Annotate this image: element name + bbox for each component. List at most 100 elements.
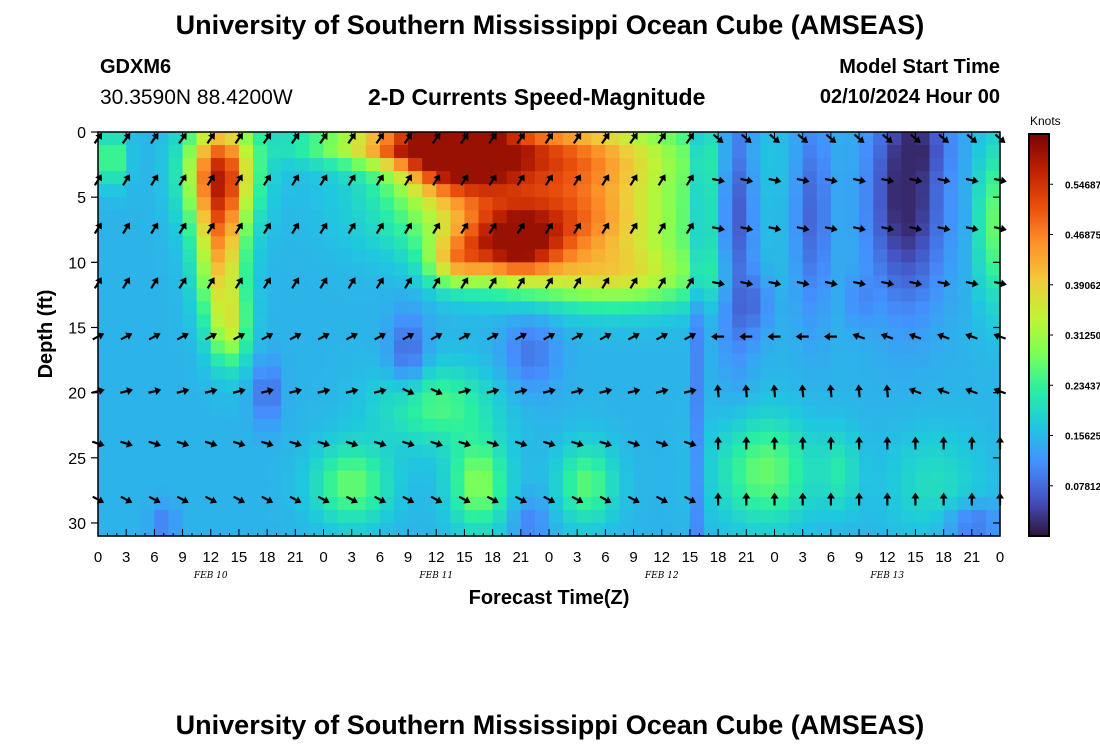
heatmap-cell <box>210 301 226 316</box>
heatmap-cell <box>816 132 832 146</box>
heatmap-cell <box>732 288 747 303</box>
arrow-head <box>207 222 215 230</box>
current-arrow <box>937 176 951 185</box>
current-arrow <box>120 440 133 448</box>
heatmap-cell <box>323 236 339 250</box>
heatmap-cell <box>647 496 663 511</box>
heatmap-cell <box>661 145 677 159</box>
heatmap-cell <box>563 314 578 329</box>
heatmap-cell <box>802 379 818 394</box>
heatmap-cell <box>873 145 888 159</box>
heatmap-cell <box>337 158 353 172</box>
heatmap-cell <box>549 444 564 459</box>
arrow-head <box>852 332 860 341</box>
x-tick-label: 3 <box>799 549 807 566</box>
heatmap-cell <box>450 457 466 472</box>
heatmap-cell <box>492 236 508 250</box>
heatmap-cell <box>929 223 945 237</box>
heatmap-cell <box>943 496 959 511</box>
heatmap-cell <box>267 184 282 198</box>
heatmap-cell <box>168 457 184 472</box>
heatmap-cell <box>168 327 184 342</box>
heatmap-cell <box>633 314 649 329</box>
heatmap-cell <box>647 197 663 211</box>
heatmap-cell <box>788 457 804 472</box>
heatmap-cell <box>408 353 423 368</box>
current-arrow <box>883 384 892 398</box>
heatmap-cell <box>929 158 945 172</box>
heatmap-cell <box>591 210 606 224</box>
heatmap-cell <box>323 158 339 172</box>
current-arrow <box>599 495 612 504</box>
heatmap-cell <box>196 301 212 316</box>
heatmap-cell <box>718 431 733 446</box>
heatmap-cell <box>859 236 874 250</box>
heatmap-cell <box>140 249 155 263</box>
heatmap-cell <box>379 392 395 407</box>
heatmap-cell <box>140 171 155 185</box>
current-arrow <box>176 495 189 504</box>
arrow-head <box>939 436 948 443</box>
heatmap-cell <box>859 418 874 433</box>
heatmap-cell <box>98 249 113 263</box>
y-tick-label: 10 <box>68 255 86 272</box>
heatmap-cell <box>492 509 508 524</box>
current-arrow <box>967 492 976 506</box>
heatmap-cell <box>774 353 790 368</box>
heatmap-cell <box>309 522 325 537</box>
current-arrow <box>798 436 807 450</box>
heatmap-cell <box>140 184 155 198</box>
current-arrow <box>486 440 500 448</box>
heatmap-cell <box>915 366 931 381</box>
current-arrow <box>234 277 243 289</box>
heatmap-cell <box>732 340 747 355</box>
arrow-head <box>688 332 697 340</box>
heatmap-cell <box>577 457 592 472</box>
arrow-head <box>859 176 866 185</box>
arrow-head <box>348 132 356 140</box>
heatmap-cell <box>112 314 127 329</box>
heatmap-cell <box>393 210 409 224</box>
heatmap-cell <box>492 262 508 276</box>
heatmap-cell <box>253 483 268 498</box>
current-arrow <box>826 384 835 398</box>
heatmap-cell <box>464 145 480 159</box>
heatmap-cell <box>591 327 606 342</box>
heatmap-cell <box>774 145 790 159</box>
heatmap-cell <box>985 262 1001 276</box>
heatmap-cell <box>732 275 747 289</box>
heatmap-cell <box>534 197 550 211</box>
heatmap-cell <box>422 314 437 329</box>
heatmap-cell <box>957 496 973 511</box>
heatmap-cell <box>788 210 804 224</box>
arrow-head <box>831 176 838 185</box>
heatmap-cell <box>140 353 155 368</box>
current-arrow <box>627 387 641 395</box>
x-tick-label: 21 <box>738 549 755 566</box>
heatmap-cell <box>929 405 945 420</box>
heatmap-cell <box>337 236 353 250</box>
heatmap-cell <box>450 314 466 329</box>
heatmap-cell <box>168 171 184 185</box>
arrow-head <box>292 277 300 285</box>
heatmap-cell <box>98 197 113 211</box>
heatmap-cell <box>351 236 367 250</box>
heatmap-cell <box>492 197 508 211</box>
heatmap-cell <box>746 145 761 159</box>
heatmap-cell <box>267 457 282 472</box>
heatmap-cell <box>351 145 367 159</box>
heatmap-cell <box>704 509 719 524</box>
heatmap-cell <box>534 327 550 342</box>
heatmap-cell <box>309 470 325 485</box>
heatmap-cell <box>816 275 832 289</box>
x-axis-label: Forecast Time(Z) <box>469 587 630 609</box>
heatmap-cell <box>309 132 325 146</box>
heatmap-cell <box>168 444 184 459</box>
heatmap-cell <box>323 249 339 263</box>
heatmap-cell <box>520 418 536 433</box>
current-arrow <box>798 492 807 506</box>
heatmap-cell <box>605 418 621 433</box>
current-arrow <box>937 224 951 233</box>
heatmap-cell <box>774 522 790 537</box>
heatmap-cell <box>633 184 649 198</box>
